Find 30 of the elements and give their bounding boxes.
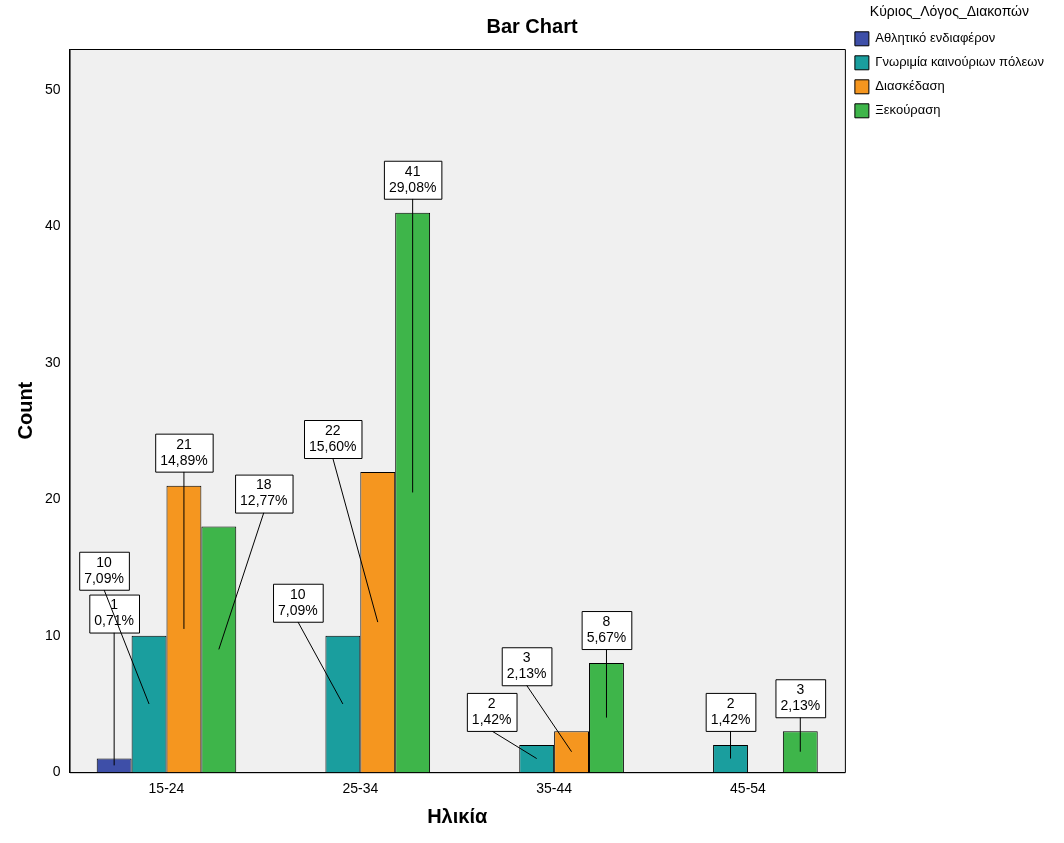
legend-title: Κύριος_Λόγος_Διακοπών [869, 2, 1030, 19]
y-tick-label: 0 [52, 763, 61, 780]
data-label: 2 1,42% [471, 694, 512, 727]
legend-label: Αθλητικό ενδιαφέρον [875, 30, 996, 46]
data-label: 21 14,89% [160, 435, 208, 468]
legend-label: Ξεκούραση [875, 102, 941, 118]
data-label: 18 12,77% [240, 476, 288, 509]
data-label: 8 5,67% [586, 612, 627, 645]
x-tick-label: 35-44 [536, 780, 573, 797]
y-tick-label: 50 [44, 80, 61, 97]
data-label: 22 15,60% [309, 421, 357, 454]
y-tick-label: 30 [44, 353, 61, 370]
data-label: 10 7,09% [278, 585, 318, 618]
y-tick-label: 10 [44, 626, 61, 643]
y-axis-title: Count [13, 381, 36, 440]
data-label: 3 2,13% [780, 681, 821, 714]
y-tick-label: 20 [44, 490, 61, 507]
data-label: 3 2,13% [506, 649, 547, 682]
legend-label: Διασκέδαση [875, 78, 945, 94]
data-label: 2 1,42% [710, 694, 751, 727]
data-label: 41 29,08% [388, 162, 437, 195]
data-label: 1 0,71% [94, 596, 134, 629]
legend-label: Γνωριμία καινούριων πόλεων [875, 54, 1045, 70]
x-tick-label: 45-54 [730, 780, 767, 797]
x-tick-label: 25-34 [342, 780, 379, 797]
chart-title: Bar Chart [486, 14, 578, 37]
x-axis-title: Ηλικία [427, 804, 488, 827]
x-tick-label: 15-24 [148, 780, 185, 797]
y-tick-label: 40 [44, 217, 61, 234]
data-label: 10 7,09% [84, 553, 124, 586]
